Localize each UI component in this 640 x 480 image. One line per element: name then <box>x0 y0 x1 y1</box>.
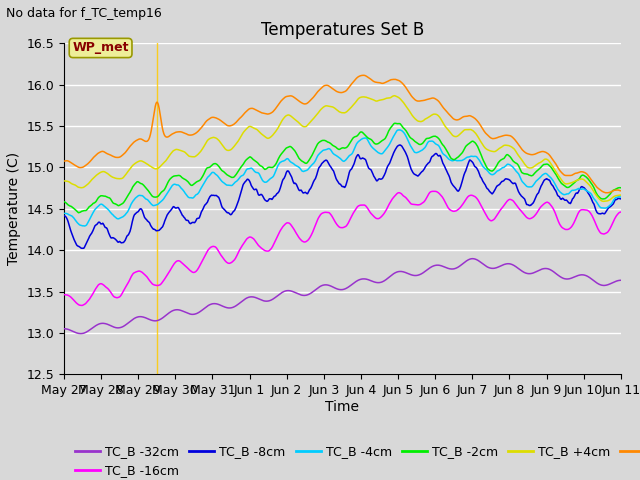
Text: No data for f_TC_temp16: No data for f_TC_temp16 <box>6 7 162 20</box>
Title: Temperatures Set B: Temperatures Set B <box>260 21 424 39</box>
Text: WP_met: WP_met <box>72 41 129 55</box>
X-axis label: Time: Time <box>325 400 360 414</box>
Legend: TC_B -32cm, TC_B -16cm, TC_B -8cm, TC_B -4cm, TC_B -2cm, TC_B +4cm, TC_B +8cm: TC_B -32cm, TC_B -16cm, TC_B -8cm, TC_B … <box>70 440 640 480</box>
Y-axis label: Temperature (C): Temperature (C) <box>7 152 21 265</box>
